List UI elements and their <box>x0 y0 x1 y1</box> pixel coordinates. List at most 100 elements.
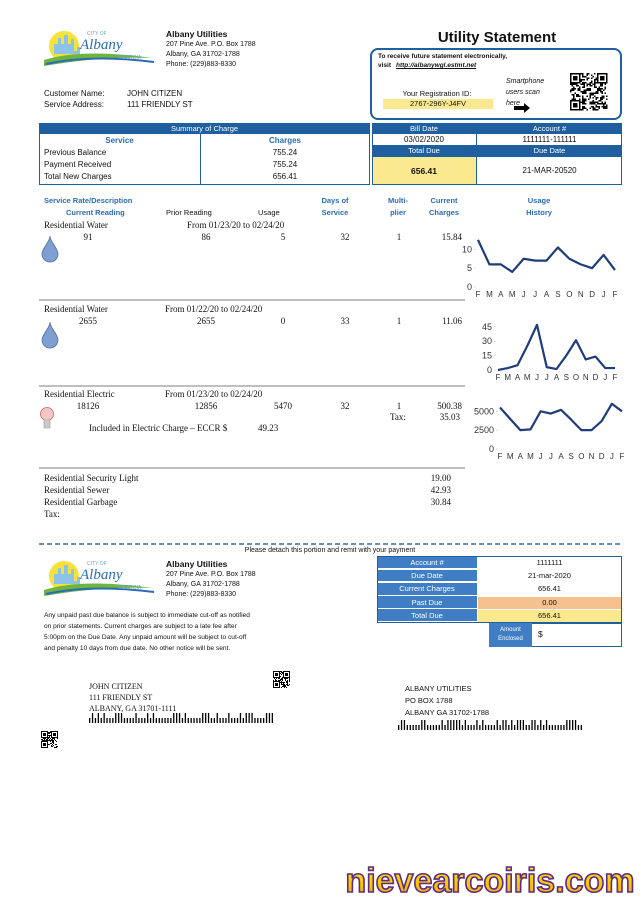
qr-module <box>592 101 594 103</box>
barcode-bar <box>228 713 230 723</box>
notice: and penalty 10 days from due date. No ot… <box>44 645 231 652</box>
qr-module <box>287 680 288 681</box>
qr-module <box>280 680 281 681</box>
charges: Current <box>430 196 458 205</box>
barcode-bar <box>464 720 466 730</box>
rows: Current Charges <box>399 584 455 594</box>
qr-module <box>53 745 54 746</box>
barcode-bar <box>242 718 244 723</box>
barcode-bar <box>190 718 192 723</box>
stub-label-cell <box>378 556 477 570</box>
qr-module <box>597 92 599 94</box>
qr-module <box>603 95 605 97</box>
qr-module <box>285 678 286 679</box>
x-tick-label: J <box>535 373 539 382</box>
qr-module <box>278 680 279 681</box>
qr-module <box>573 86 575 88</box>
qr-module <box>586 95 588 97</box>
name: Residential Water <box>44 304 108 314</box>
barcode-bar <box>482 720 484 730</box>
qr-module <box>592 97 594 99</box>
qr-module <box>53 740 54 741</box>
qr-module <box>579 98 581 100</box>
barcode-bar <box>522 720 524 730</box>
amount-input[interactable]: $ <box>538 629 543 639</box>
qr-module <box>50 732 51 733</box>
qr-module <box>577 89 579 91</box>
barcode-bar <box>120 713 123 723</box>
qr-module <box>595 106 597 108</box>
amount-label-cell <box>489 623 532 647</box>
x-tick-label: F <box>498 452 503 461</box>
qr-module <box>597 101 599 103</box>
barcode-bar <box>97 713 99 723</box>
qr-module <box>282 686 283 687</box>
qr-module <box>594 109 596 111</box>
qr-module <box>600 88 602 90</box>
x-tick-label: D <box>593 373 599 382</box>
barcode-bar <box>400 720 403 730</box>
qr-module <box>283 684 284 685</box>
qr-module <box>583 85 585 87</box>
barcode-bar <box>132 718 134 723</box>
qr-module <box>582 103 584 105</box>
qr-module <box>588 83 590 85</box>
barcode-bar <box>563 725 565 730</box>
barcode-bar <box>222 718 224 723</box>
barcode-bar <box>164 718 166 723</box>
x-tick-label: A <box>554 373 560 382</box>
barcode-bar <box>485 725 487 730</box>
qr-module <box>588 77 590 79</box>
barcode-bar <box>508 725 510 730</box>
qr-module <box>591 106 593 108</box>
qr-module <box>56 746 57 747</box>
barcode-bar <box>265 713 268 723</box>
qr-module <box>598 107 600 109</box>
bulb-icon <box>40 407 54 429</box>
qr-module <box>592 76 594 78</box>
qr-module <box>595 101 597 103</box>
qr-module <box>49 732 50 733</box>
logo-name: Albany <box>80 567 123 583</box>
qr-module <box>47 739 48 740</box>
qr-module <box>582 91 584 93</box>
barcode-bar <box>415 725 417 730</box>
remit: PO BOX 1788 <box>405 696 453 705</box>
qr-module <box>591 101 593 103</box>
qr-module <box>281 682 282 683</box>
qr-module <box>592 109 594 111</box>
qr-module <box>598 100 600 102</box>
customer: ALBANY, GA 31701-1111 <box>89 704 177 713</box>
qr-module <box>288 685 289 686</box>
y-tick-label: 0 <box>487 365 492 375</box>
qr-module <box>604 103 606 105</box>
qr-module <box>571 94 573 96</box>
qr-module <box>45 740 46 741</box>
qr-module <box>583 107 585 109</box>
barcode-bar <box>225 718 227 723</box>
rows: Total Due <box>411 610 443 620</box>
period: From 01/23/20 to 02/24/20 <box>187 220 285 230</box>
x-tick-label: F <box>620 452 625 461</box>
qr-module <box>597 89 599 91</box>
barcode-bar <box>138 718 140 723</box>
qr-module <box>586 109 588 111</box>
usage: 5 <box>280 232 286 242</box>
days: Days of <box>321 196 349 205</box>
qr-module <box>592 103 594 105</box>
qr-module <box>49 733 50 734</box>
days: Service <box>321 208 349 217</box>
address-label: Service Address: <box>44 100 105 109</box>
qr-module <box>48 732 49 733</box>
name-label: Customer Name: <box>44 89 105 98</box>
qr-module <box>604 107 606 109</box>
barcode-bar <box>141 718 143 723</box>
qr-module <box>283 685 284 686</box>
qr-module <box>281 679 282 680</box>
qr-module <box>582 82 584 84</box>
qr-module <box>570 83 572 85</box>
qr-module <box>600 103 602 105</box>
barcode-bar <box>100 718 102 723</box>
barcode-bar <box>202 713 204 723</box>
divider <box>476 123 477 185</box>
